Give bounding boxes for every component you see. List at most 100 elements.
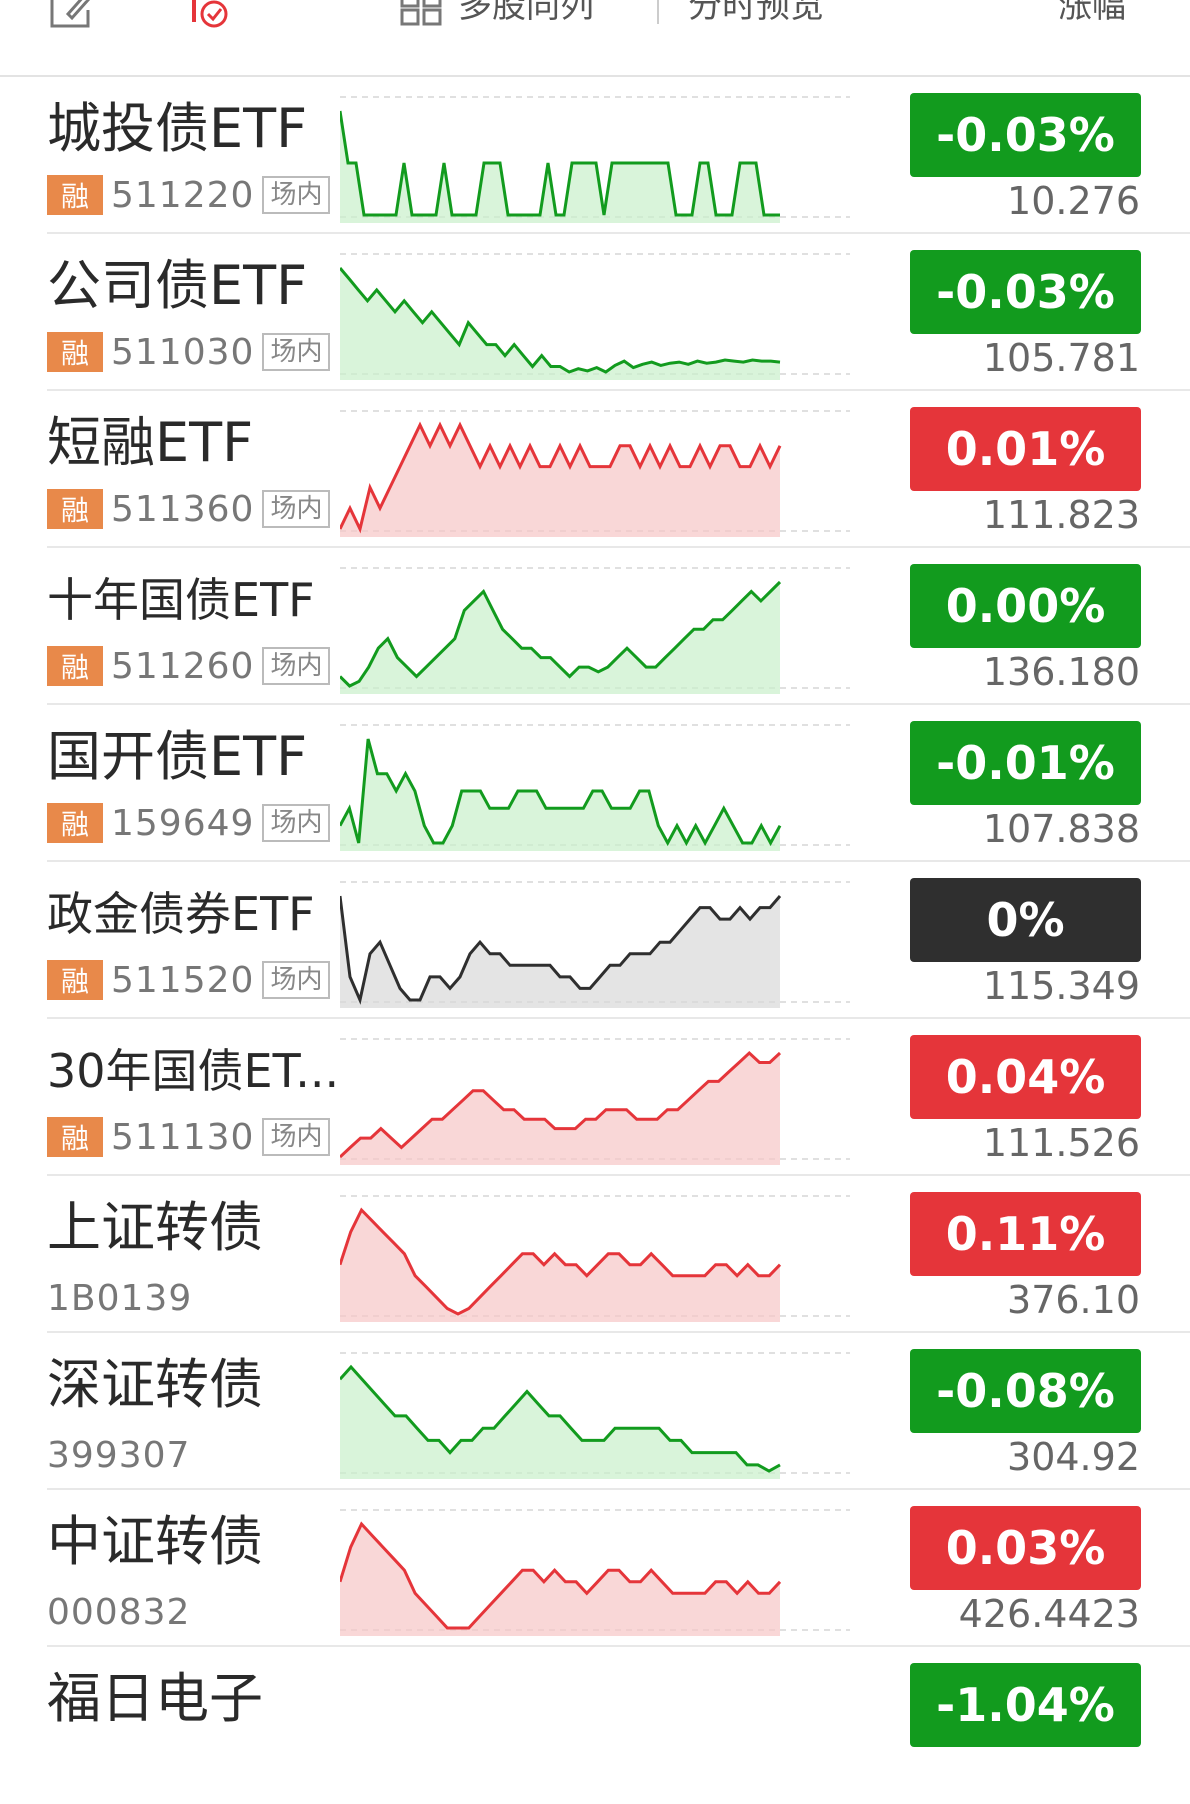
list-item[interactable]: 深证转债 399307 -0.08% 304.92 (0, 1333, 1190, 1490)
change-percent-badge[interactable]: 0.03% (910, 1506, 1141, 1590)
security-code: 511030 (111, 331, 255, 373)
sparkline-area (340, 268, 780, 380)
sparkline-line (340, 1364, 781, 1473)
intraday-sparkline (340, 1195, 850, 1322)
sparkline-area (340, 896, 780, 1008)
change-percent-badge[interactable]: -0.08% (910, 1349, 1141, 1433)
last-price: 426.4423 (958, 1592, 1140, 1636)
sparkline-line (340, 1521, 782, 1630)
intraday-sparkline (340, 567, 850, 694)
security-code: 000832 (47, 1591, 191, 1633)
sparkline-area (340, 1210, 780, 1322)
security-meta: 融 511260 场内 (47, 645, 331, 687)
security-name: 深证转债 (47, 1353, 263, 1416)
security-name: 短融ETF (47, 411, 254, 474)
header-divider (657, 0, 659, 24)
intraday-sparkline (340, 724, 850, 851)
list-item[interactable]: 政金债券ETF 融 511520 场内 0% 115.349 (0, 862, 1190, 1019)
exchange-tag: 场内 (262, 647, 331, 685)
sparkline-line (340, 580, 782, 688)
exchange-tag: 场内 (262, 961, 331, 999)
list-item[interactable]: 十年国债ETF 融 511260 场内 0.00% 136.180 (0, 548, 1190, 705)
intraday-sparkline (340, 881, 850, 1008)
sparkline-line (340, 895, 782, 1005)
sparkline-area (340, 1524, 780, 1636)
last-price: 304.92 (1007, 1435, 1140, 1479)
sparkline-area (340, 425, 780, 537)
margin-badge: 融 (47, 175, 103, 215)
security-name: 十年国债ETF (47, 573, 315, 627)
grid-icon[interactable] (400, 0, 442, 26)
last-price: 376.10 (1007, 1278, 1140, 1322)
change-percent-badge[interactable]: 0.00% (910, 564, 1141, 648)
security-code: 511520 (111, 959, 255, 1001)
sparkline-area (340, 739, 780, 851)
timeshare-preview-tab[interactable]: 分时预览 (688, 0, 824, 26)
sparkline-line (340, 738, 782, 847)
security-name: 城投债ETF (47, 97, 308, 160)
list-item[interactable]: 城投债ETF 融 511220 场内 -0.03% 10.276 (0, 77, 1190, 234)
security-name: 国开债ETF (47, 725, 308, 788)
header-bar: 多股同列 分时预览 涨幅 (0, 0, 1190, 77)
change-percent-badge[interactable]: 0.01% (910, 407, 1141, 491)
multi-stock-tab[interactable]: 多股同列 (458, 0, 594, 26)
row-divider (47, 1174, 1190, 1176)
list-item[interactable]: 短融ETF 融 511360 场内 0.01% 111.823 (0, 391, 1190, 548)
last-price: 10.276 (1007, 179, 1140, 223)
intraday-sparkline (340, 253, 850, 380)
margin-badge: 融 (47, 1117, 103, 1157)
security-name: 公司债ETF (47, 254, 308, 317)
security-code: 511130 (111, 1116, 255, 1158)
change-column-header[interactable]: 涨幅 (1058, 0, 1126, 26)
list-item[interactable]: 30年国债ET... 融 511130 场内 0.04% 111.526 (0, 1019, 1190, 1176)
intraday-sparkline (340, 96, 850, 223)
sparkline-line (340, 1207, 782, 1316)
security-code: 399307 (47, 1434, 191, 1476)
security-code: 159649 (111, 802, 255, 844)
change-percent-badge[interactable]: 0.11% (910, 1192, 1141, 1276)
list-item[interactable]: 公司债ETF 融 511030 场内 -0.03% 105.781 (0, 234, 1190, 391)
alert-icon[interactable] (190, 0, 230, 28)
sparkline-area (340, 582, 780, 694)
list-item[interactable]: 国开债ETF 融 159649 场内 -0.01% 107.838 (0, 705, 1190, 862)
security-name: 福日电子 (47, 1667, 263, 1730)
security-code: 1B0139 (47, 1277, 193, 1319)
change-percent-badge[interactable]: -1.04% (910, 1663, 1141, 1747)
list-item[interactable]: 上证转债 1B0139 0.11% 376.10 (0, 1176, 1190, 1333)
margin-badge: 融 (47, 489, 103, 529)
row-divider (47, 703, 1190, 705)
security-meta: 399307 (47, 1434, 191, 1476)
row-divider (47, 1331, 1190, 1333)
exchange-tag: 场内 (262, 1118, 331, 1156)
security-meta: 融 511030 场内 (47, 331, 331, 373)
change-percent-badge[interactable]: -0.03% (910, 250, 1141, 334)
last-price: 107.838 (982, 807, 1140, 851)
exchange-tag: 场内 (262, 804, 331, 842)
intraday-sparkline (340, 410, 850, 537)
list-item[interactable]: 福日电子 -1.04% (0, 1647, 1190, 1804)
margin-badge: 融 (47, 803, 103, 843)
security-meta: 融 511360 场内 (47, 489, 331, 530)
change-percent-badge[interactable]: -0.01% (910, 721, 1141, 805)
exchange-tag: 场内 (262, 490, 331, 528)
list-item[interactable]: 中证转债 000832 0.03% 426.4423 (0, 1490, 1190, 1647)
row-divider (47, 1017, 1190, 1019)
last-price: 111.823 (982, 493, 1140, 537)
margin-badge: 融 (47, 960, 103, 1000)
security-name: 中证转债 (47, 1510, 263, 1573)
margin-badge: 融 (47, 332, 103, 372)
row-divider (47, 546, 1190, 548)
change-percent-badge[interactable]: -0.03% (910, 93, 1141, 177)
change-percent-badge[interactable]: 0% (910, 878, 1141, 962)
last-price: 136.180 (982, 650, 1140, 694)
security-meta: 融 511520 场内 (47, 959, 331, 1001)
change-percent-badge[interactable]: 0.04% (910, 1035, 1141, 1119)
exchange-tag: 场内 (262, 176, 331, 214)
row-divider (47, 232, 1190, 234)
row-divider (47, 389, 1190, 391)
sparkline-area (340, 111, 780, 223)
intraday-sparkline (340, 1038, 850, 1165)
edit-icon[interactable] (48, 0, 92, 28)
security-code: 511260 (111, 645, 255, 687)
security-meta: 000832 (47, 1591, 191, 1633)
